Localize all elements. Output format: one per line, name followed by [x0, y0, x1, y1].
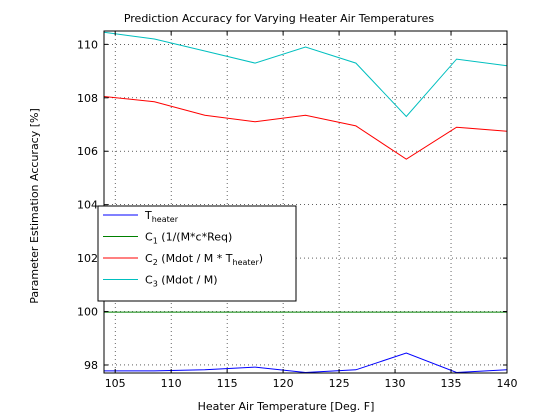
legend-label-2: C1 (1/(M*c*Req) [145, 231, 232, 246]
legend-text-part: C [145, 231, 153, 244]
x-tick-label: 130 [385, 377, 406, 390]
y-axis-title: Parameter Estimation Accuracy [%] [28, 108, 41, 304]
legend-subscript: 2 [153, 258, 158, 267]
y-tick-label: 110 [77, 38, 98, 51]
legend-subscript: heater [152, 215, 179, 224]
legend-text-part: (Mdot / M * T [158, 252, 233, 265]
legend-text-part: C [145, 252, 153, 265]
legend-text-part: T [144, 209, 152, 222]
plot-frame [103, 30, 508, 374]
legend-text-part: C [145, 274, 153, 287]
y-tick-label: 98 [84, 359, 98, 372]
legend-text-part: (Mdot / M) [158, 274, 218, 287]
x-tick-label: 110 [161, 377, 182, 390]
y-tick-label: 100 [77, 306, 98, 319]
legend-label-4: C3 (Mdot / M) [145, 274, 218, 289]
legend-subscript: heater [233, 258, 260, 267]
x-tick-label: 115 [217, 377, 238, 390]
grid [104, 31, 508, 373]
x-tick-label: 125 [329, 377, 350, 390]
y-tick-label: 102 [77, 252, 98, 265]
legend-label-1: Theater [144, 209, 179, 224]
x-tick-label: 140 [497, 377, 518, 390]
x-tick-label: 105 [105, 377, 126, 390]
legend-text-part: ) [259, 252, 263, 265]
chart-title: Prediction Accuracy for Varying Heater A… [124, 12, 435, 25]
y-tick-label: 108 [77, 92, 98, 105]
x-tick-label: 120 [273, 377, 294, 390]
legend-text-part: (1/(M*c*Req) [158, 231, 233, 244]
legend-subscript: 1 [153, 237, 158, 246]
legend-subscript: 3 [153, 280, 158, 289]
legend-box [97, 205, 297, 302]
axis-ticks [104, 31, 508, 373]
series-line-3 [103, 96, 508, 160]
x-axis-title: Heater Air Temperature [Deg. F] [198, 400, 375, 413]
series-line-4 [103, 31, 508, 118]
x-tick-label: 135 [441, 377, 462, 390]
y-tick-label: 106 [77, 145, 98, 158]
legend-label-3: C2 (Mdot / M * Theater) [145, 252, 263, 267]
axis-tick-labels: 105 110 115 120 125 130 135 140 98 100 102 104 106 10… [77, 38, 518, 390]
y-tick-label: 104 [77, 199, 98, 212]
